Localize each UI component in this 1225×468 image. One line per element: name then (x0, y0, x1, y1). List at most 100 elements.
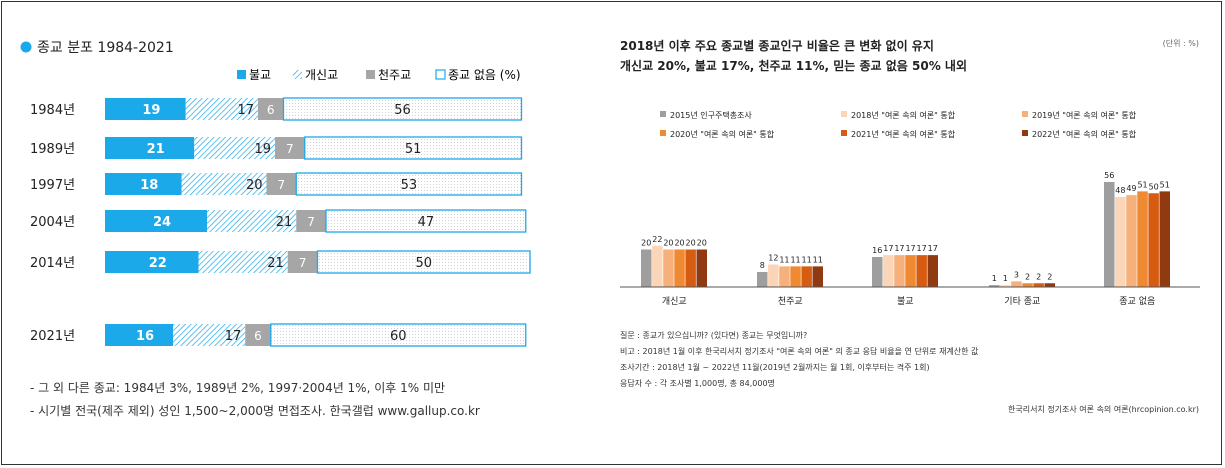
right-bar (1126, 195, 1137, 287)
right-bar-value: 11 (779, 255, 789, 264)
legend-label-buddhism: 불교 (249, 68, 271, 82)
bar-catholic (266, 173, 297, 195)
right-chart-title-2: 개신교 20%, 불교 17%, 천주교 11%, 믿는 종교 없음 50% 내… (620, 58, 967, 73)
right-note-question: 질문 : 종교가 있으십니까? (있다면) 종교는 무엇입니까? (620, 330, 807, 340)
right-bar (663, 249, 674, 287)
right-legend: 2015년 인구주택총조사 2018년 "여론 속의 여론" 통합 2019년 "여… (660, 110, 1137, 139)
right-note-respondents: 응답자 수 : 각 조사별 1,000명, 총 84,000명 (620, 378, 775, 388)
right-bar (1011, 281, 1022, 287)
right-bar (927, 255, 938, 287)
right-bar-value: 2 (1036, 272, 1041, 281)
right-bar (916, 255, 927, 287)
right-bar (685, 249, 696, 287)
legend-label-protestant: 개신교 (305, 68, 338, 82)
bar-value-label: 21 (267, 256, 284, 271)
bar-catholic (258, 98, 284, 120)
right-bar (674, 249, 685, 287)
left-category-label: 1989년 (30, 142, 75, 157)
bar-buddhism (105, 98, 186, 120)
right-bar (1000, 285, 1011, 287)
bar-none (295, 172, 523, 196)
bar-value-label: 18 (140, 178, 158, 193)
right-bar-value: 11 (790, 255, 800, 264)
right-bar-value: 17 (905, 244, 915, 253)
bar-buddhism (105, 173, 182, 195)
right-bar (1022, 283, 1033, 287)
bar-none (325, 209, 527, 233)
right-bar-value: 20 (641, 239, 651, 248)
right-category-label: 기타 종교 (1004, 296, 1040, 307)
bar-catholic (275, 137, 305, 159)
left-category-label: 1997년 (30, 178, 75, 193)
right-bar-value: 11 (813, 255, 823, 264)
right-category-label: 천주교 (778, 296, 803, 307)
right-bar-value: 48 (1115, 186, 1125, 195)
bar-buddhism (105, 251, 199, 273)
right-legend-swatch (660, 130, 666, 136)
bar-value-label: 21 (147, 142, 165, 157)
right-bar-value: 3 (1014, 270, 1019, 279)
bar-value-label: 51 (405, 142, 422, 157)
right-bar (790, 266, 801, 287)
right-legend-label: 2021년 "여론 속의 여론" 통합 (851, 129, 956, 139)
right-bar (1148, 193, 1159, 287)
right-legend-label: 2022년 "여론 속의 여론" 통합 (1032, 129, 1137, 139)
right-bar-value: 56 (1104, 171, 1114, 180)
bar-value-label: 60 (390, 329, 407, 344)
bar-buddhism (105, 324, 173, 346)
right-bar (652, 245, 663, 287)
right-bar-value: 49 (1126, 184, 1136, 193)
right-legend-swatch (660, 111, 666, 117)
right-bar (905, 255, 916, 287)
bar-catholic (296, 210, 326, 232)
bar-value-label: 20 (246, 178, 263, 193)
legend-swatch-catholic (366, 70, 375, 79)
right-bar (1159, 191, 1170, 287)
right-bar (1033, 283, 1044, 287)
right-bar-value: 20 (697, 239, 707, 248)
bar-value-label: 47 (418, 215, 435, 230)
right-bar-value: 51 (1160, 180, 1170, 189)
bar-value-label: 6 (267, 103, 275, 117)
bar-value-label: 7 (278, 178, 286, 192)
bar-protestant (207, 210, 297, 232)
left-footnote-2: - 시기별 전국(제주 제외) 성인 1,500~2,000명 면접조사. 한국… (30, 404, 480, 418)
right-bar (1115, 197, 1126, 287)
left-category-label: 2004년 (30, 215, 75, 230)
left-chart-title: 종교 분포 1984-2021 (37, 40, 174, 56)
left-category-label: 2021년 (30, 329, 75, 344)
bar-protestant (198, 251, 288, 273)
bar-value-label: 16 (136, 329, 154, 344)
right-category-label: 개신교 (662, 296, 687, 307)
right-bar-value: 2 (1025, 272, 1030, 281)
right-bar-value: 51 (1137, 180, 1147, 189)
right-legend-label: 2018년 "여론 속의 여론" 통합 (851, 110, 956, 120)
right-bar-value: 8 (760, 261, 765, 270)
left-stacked-bars: 1984년 19 17 6 56 1989년 21 19 7 51 1997년 18 20 7 53 2004… (30, 97, 531, 347)
right-bar (779, 266, 790, 287)
right-bar (1104, 182, 1115, 287)
right-legend-label: 2015년 인구주택총조사 (670, 110, 752, 120)
right-bar-value: 12 (768, 254, 778, 263)
right-chart-unit: (단위 : %) (1163, 38, 1199, 48)
bar-value-label: 7 (286, 142, 294, 156)
right-bar-value: 16 (872, 246, 882, 255)
bar-protestant (181, 173, 267, 195)
bar-value-label: 6 (254, 329, 262, 343)
right-bar-value: 1 (992, 274, 997, 283)
legend-swatch-buddhism (237, 70, 246, 79)
bar-value-label: 53 (401, 178, 418, 193)
bar-value-label: 19 (142, 103, 160, 118)
right-bar (696, 249, 707, 287)
bar-buddhism (105, 137, 195, 159)
right-bar-value: 1 (1003, 274, 1008, 283)
bar-buddhism (105, 210, 207, 232)
right-legend-swatch (1022, 130, 1028, 136)
right-source: 한국리서치 정기조사 여론 속의 여론(hrcopinion.co.kr) (1008, 404, 1199, 414)
legend-swatch-protestant (293, 70, 302, 79)
right-bar-value: 22 (652, 235, 662, 244)
right-legend-label: 2020년 "여론 속의 여론" 통합 (670, 129, 775, 139)
right-bar-value: 20 (686, 239, 696, 248)
